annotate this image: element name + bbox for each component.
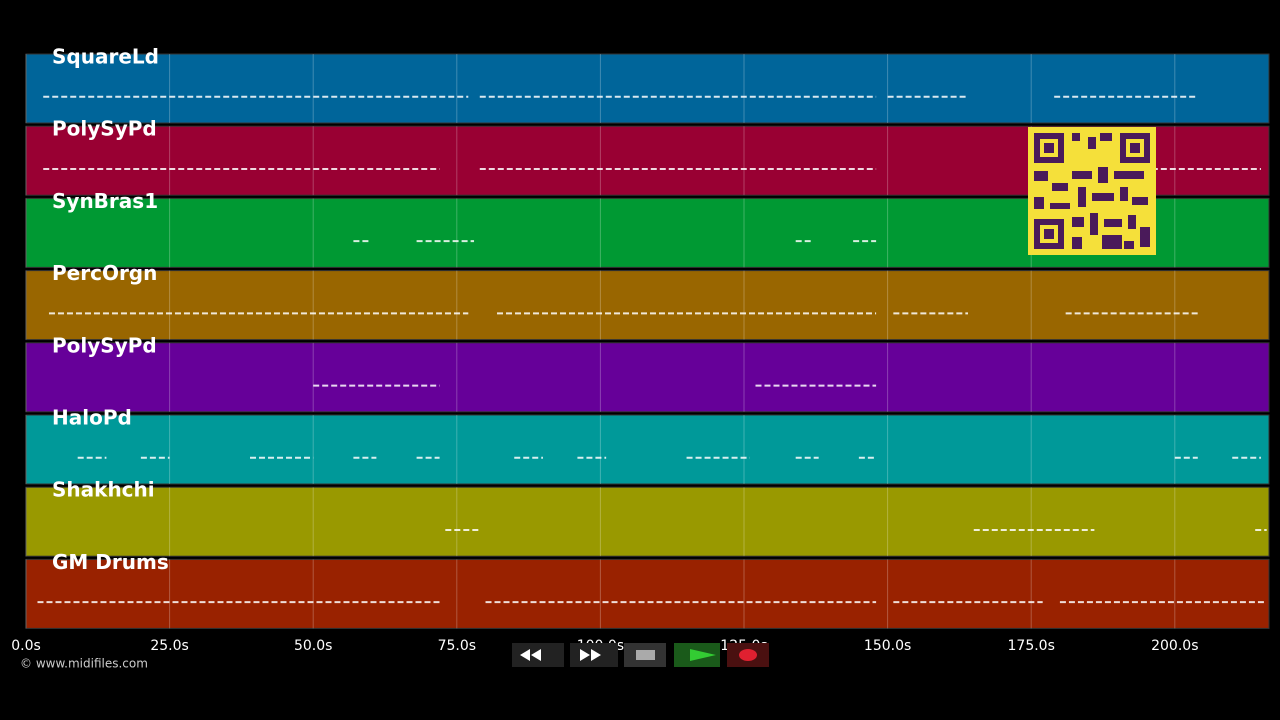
track-name: Shakhchi — [52, 478, 155, 502]
track-row — [25, 342, 1270, 413]
x-tick-label: 175.0s — [1008, 638, 1055, 654]
footer: © www.midifiles.com — [20, 657, 148, 671]
track-row — [25, 486, 1270, 557]
track-row — [25, 270, 1270, 341]
track-name: PolySyPd — [52, 333, 157, 357]
x-tick-label: 25.0s — [150, 638, 188, 654]
track-name: PercOrgn — [52, 261, 157, 285]
rewind-icon — [520, 649, 541, 661]
track-row — [25, 558, 1270, 629]
x-tick-label: 75.0s — [438, 638, 476, 654]
x-tick-label: 150.0s — [864, 638, 911, 654]
track-name: GM Drums — [52, 550, 169, 574]
x-tick-label: 50.0s — [294, 638, 332, 654]
record-icon — [739, 649, 757, 661]
forward-icon — [580, 649, 601, 661]
track-name: SquareLd — [52, 45, 159, 69]
playback-controls — [512, 643, 769, 667]
track-name: HaloPd — [52, 406, 132, 430]
qr-code — [1028, 127, 1156, 255]
x-tick-label: 200.0s — [1151, 638, 1198, 654]
x-tick-label: 0.0s — [11, 638, 41, 654]
track-row — [25, 53, 1270, 124]
track-row — [25, 414, 1270, 485]
track-name: PolySyPd — [52, 117, 157, 141]
play-icon — [690, 649, 716, 661]
stop-icon — [636, 650, 655, 660]
track-name: SynBras1 — [52, 189, 158, 213]
